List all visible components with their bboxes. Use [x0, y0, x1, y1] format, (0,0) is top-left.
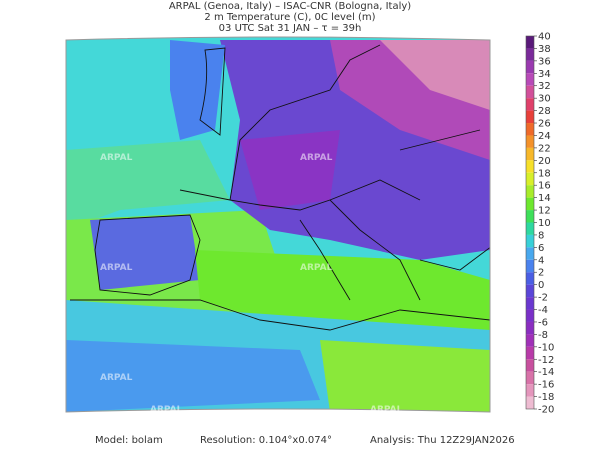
header-line: 2 m Temperature (C), 0C level (m) [204, 12, 375, 23]
colorbar-tick-label: -20 [538, 405, 554, 416]
colorbar-swatch [526, 85, 534, 99]
footer-resolution: Resolution: 0.104°x0.074° [200, 435, 332, 446]
colorbar-swatch [526, 272, 534, 285]
watermark: ARPAL [100, 153, 133, 163]
colorbar-tick-label: 24 [538, 131, 551, 142]
colorbar-tick-label: 16 [538, 181, 551, 192]
colorbar-swatch [526, 98, 534, 111]
colorbar-tick-label: 14 [538, 193, 551, 204]
colorbar-tick-label: -18 [538, 392, 554, 403]
colorbar-swatch [526, 234, 534, 248]
colorbar-swatch [526, 160, 534, 173]
colorbar-tick-label: 0 [538, 280, 544, 291]
colorbar-swatch [526, 259, 534, 273]
colorbar-tick-label: 22 [538, 143, 551, 154]
colorbar-swatch [526, 123, 534, 136]
colorbar-swatch [526, 334, 534, 347]
colorbar-swatch [526, 60, 534, 74]
colorbar-swatch [526, 172, 534, 186]
colorbar-swatch [526, 110, 534, 124]
colorbar-tick-label: 32 [538, 81, 551, 92]
colorbar-tick-label: 28 [538, 106, 551, 117]
colorbar-swatch [526, 321, 534, 335]
header-line: ARPAL (Genoa, Italy) – ISAC-CNR (Bologna… [169, 1, 411, 12]
colorbar-tick-label: -10 [538, 342, 554, 353]
colorbar-tick-label: 36 [538, 56, 551, 67]
colorbar-swatch [526, 36, 534, 49]
colorbar-swatch [526, 197, 534, 211]
colorbar-swatch [526, 297, 534, 310]
colorbar-tick-label: 12 [538, 206, 551, 217]
colorbar-swatch [526, 384, 534, 397]
colorbar-tick-label: -12 [538, 355, 554, 366]
colorbar-swatch [526, 309, 534, 322]
watermark: ARPAL [100, 263, 133, 273]
colorbar-swatch [526, 346, 534, 360]
colorbar-swatch [526, 210, 534, 223]
colorbar-swatch [526, 147, 534, 161]
colorbar-swatch [526, 359, 534, 372]
footer-analysis: Analysis: Thu 12Z29JAN2026 [370, 435, 515, 446]
colorbar-swatch [526, 185, 534, 198]
watermark: ARPAL [150, 405, 183, 415]
colorbar-tick-label: 4 [538, 255, 544, 266]
colorbar-swatch [526, 135, 534, 148]
colorbar-tick-label: -4 [538, 305, 548, 316]
colorbar-swatch [526, 222, 534, 235]
watermark: ARPAL [300, 153, 333, 163]
map [66, 37, 490, 412]
colorbar-tick-label: -6 [538, 317, 548, 328]
colorbar-tick-label: 40 [538, 32, 551, 43]
colorbar-tick-label: 2 [538, 268, 544, 279]
colorbar-swatch [526, 396, 534, 409]
colorbar-tick-label: -2 [538, 293, 548, 304]
footer-model: Model: bolam [95, 435, 163, 446]
colorbar-tick-label: 34 [538, 69, 551, 80]
colorbar-tick-label: -8 [538, 330, 548, 341]
colorbar-tick-label: 6 [538, 243, 544, 254]
colorbar-tick-label: -16 [538, 380, 554, 391]
watermark: ARPAL [300, 263, 333, 273]
header-line: 03 UTC Sat 31 JAN – τ = 39h [219, 23, 362, 34]
colorbar-tick-label: 26 [538, 119, 551, 130]
colorbar-swatch [526, 371, 534, 385]
watermark: ARPAL [370, 405, 403, 415]
colorbar-tick-label: 18 [538, 168, 551, 179]
watermark: ARPAL [100, 373, 133, 383]
colorbar: 4038363432302826242220181614121086420-2-… [525, 32, 554, 416]
colorbar-swatch [526, 284, 534, 298]
colorbar-swatch [526, 247, 534, 260]
colorbar-tick-label: 30 [538, 94, 551, 105]
colorbar-tick-label: 20 [538, 156, 551, 167]
colorbar-tick-label: 38 [538, 44, 551, 55]
colorbar-tick-label: -14 [538, 367, 554, 378]
colorbar-tick-label: 10 [538, 218, 551, 229]
colorbar-swatch [526, 48, 534, 61]
map-frame [65, 36, 491, 413]
colorbar-tick-label: 8 [538, 230, 544, 241]
colorbar-swatch [526, 73, 534, 86]
